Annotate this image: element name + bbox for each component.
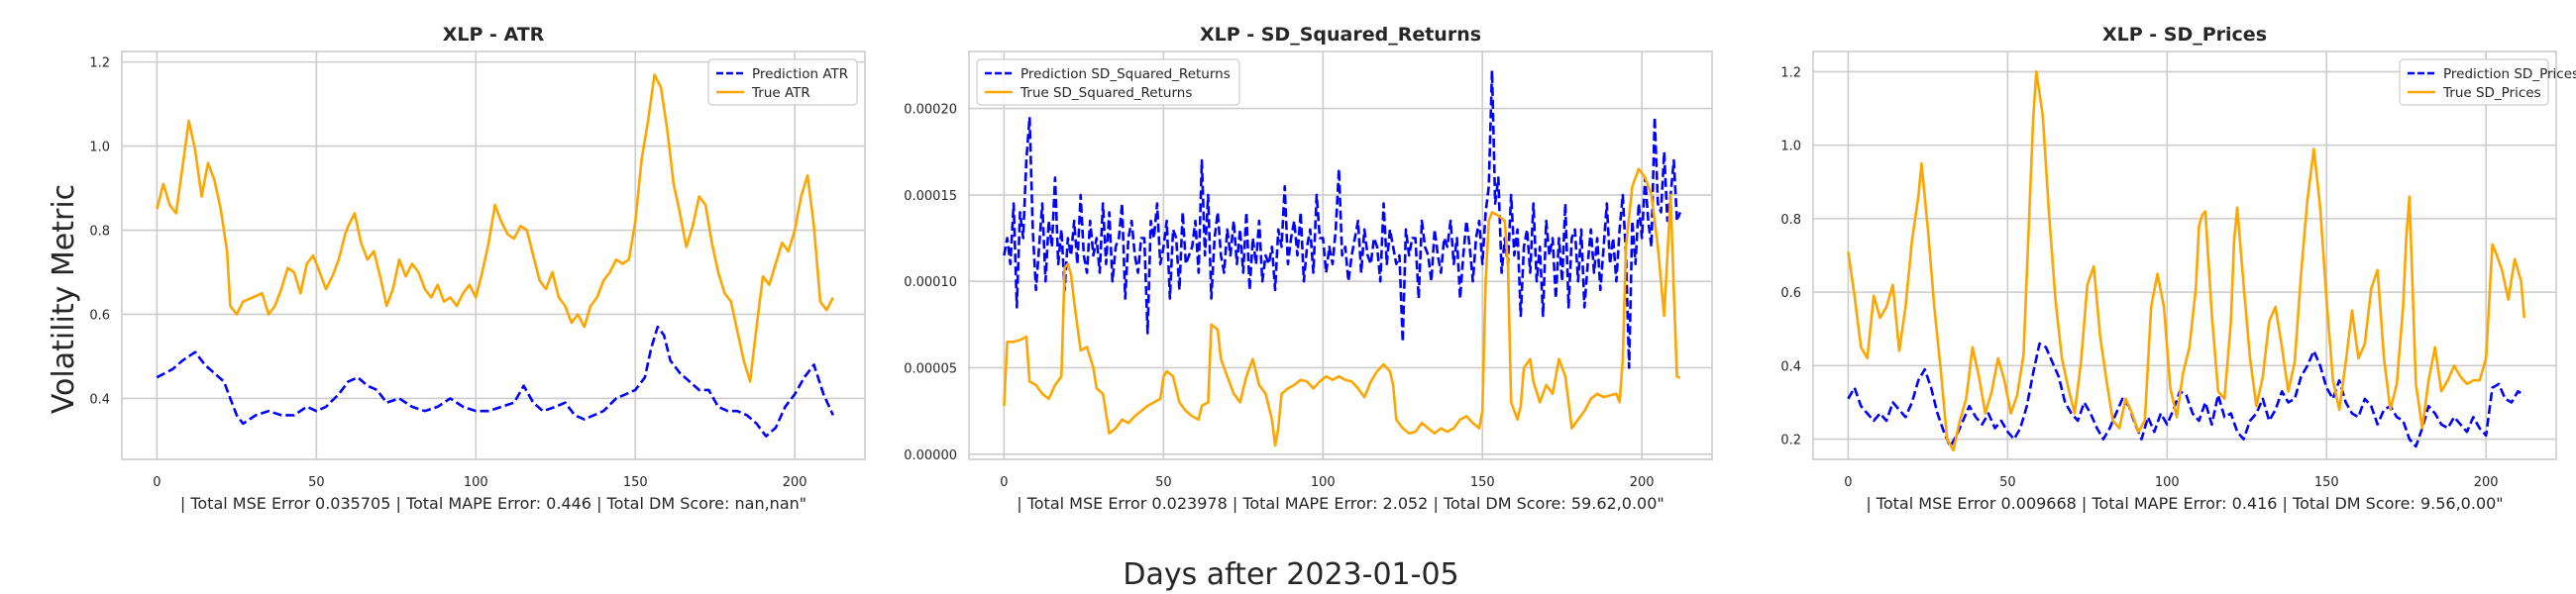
legend: Prediction SD_Squared_Returns True SD_Squ… bbox=[976, 58, 1240, 106]
y-tick-label: 1.0 bbox=[1780, 140, 1801, 154]
legend-label: True ATR bbox=[751, 85, 810, 101]
series-line-true bbox=[1003, 167, 1681, 447]
series-line-true bbox=[1847, 70, 2526, 451]
chart-panel-3: 0 50 100 150 200 0.2 0.4 0.6 0.8 1.0 1.2 XLP - SD_P… bbox=[1780, 24, 2576, 513]
plot-area bbox=[1813, 51, 2556, 459]
plot-area bbox=[122, 51, 865, 459]
legend-box bbox=[2399, 58, 2549, 106]
x-tick-label: 200 bbox=[783, 475, 807, 490]
y-tick-label: 0.2 bbox=[1780, 434, 1801, 448]
y-tick-label: 0.8 bbox=[1780, 213, 1801, 228]
figure-x-label: Days after 2023-01-05 bbox=[1123, 557, 1458, 592]
legend-label: Prediction SD_Prices bbox=[2443, 66, 2576, 82]
y-tick-label: 1.2 bbox=[1780, 65, 1801, 80]
y-tick-label: 0.00005 bbox=[904, 361, 957, 376]
chart-x-label: | Total MSE Error 0.023978 | Total MAPE … bbox=[1017, 494, 1664, 513]
y-tick-label: 0.4 bbox=[89, 392, 110, 407]
x-tick-label: 150 bbox=[623, 475, 648, 490]
figure-y-label: Volatility Metric bbox=[47, 184, 81, 414]
chart-title: XLP - SD_Prices bbox=[2102, 24, 2267, 46]
plot-frame bbox=[1812, 50, 2557, 460]
x-tick-label: 50 bbox=[1155, 475, 1172, 490]
y-tick-label: 0.8 bbox=[89, 225, 110, 240]
legend: Prediction ATR True ATR bbox=[707, 58, 858, 106]
plot-frame bbox=[968, 50, 1713, 460]
x-tick-label: 0 bbox=[1000, 475, 1008, 490]
x-tick-label: 50 bbox=[308, 475, 325, 490]
y-tick-label: 1.2 bbox=[89, 56, 110, 71]
chart-panel-1: 0 50 100 150 200 0.4 0.6 0.8 1.0 1.2 XLP - ATR | To… bbox=[89, 24, 866, 513]
legend-box bbox=[976, 58, 1240, 106]
y-tick-label: 0.00015 bbox=[904, 189, 957, 204]
x-tick-label: 100 bbox=[464, 475, 488, 490]
legend-box bbox=[707, 58, 858, 106]
legend-label: Prediction SD_Squared_Returns bbox=[1020, 66, 1231, 82]
x-tick-label: 150 bbox=[2314, 475, 2339, 490]
chart-title: XLP - ATR bbox=[443, 24, 545, 46]
y-tick-label: 0.00010 bbox=[904, 275, 957, 290]
chart-title: XLP - SD_Squared_Returns bbox=[1200, 24, 1481, 46]
plot-frame bbox=[121, 50, 866, 460]
series-line-prediction bbox=[156, 325, 834, 438]
x-tick-label: 100 bbox=[2155, 475, 2180, 490]
chart-panel-2: 0 50 100 150 200 0.00000 0.00005 0.00010 0.00015… bbox=[904, 24, 1713, 513]
y-tick-label: 0.4 bbox=[1780, 359, 1801, 374]
y-tick-label: 0.00000 bbox=[904, 448, 957, 463]
x-tick-label: 200 bbox=[1630, 475, 1655, 490]
y-tick-label: 0.6 bbox=[89, 308, 110, 323]
legend: Prediction SD_Prices True SD_Prices bbox=[2399, 58, 2576, 106]
legend-label: True SD_Prices bbox=[2442, 85, 2541, 101]
x-tick-label: 50 bbox=[1999, 475, 2016, 490]
y-tick-label: 1.0 bbox=[89, 141, 110, 155]
plot-area bbox=[969, 51, 1712, 459]
chart-x-label: | Total MSE Error 0.009668 | Total MAPE … bbox=[1866, 494, 2503, 513]
series-line-prediction bbox=[1847, 342, 2525, 448]
x-tick-label: 200 bbox=[2474, 475, 2499, 490]
y-tick-label: 0.00020 bbox=[904, 103, 957, 118]
x-tick-label: 0 bbox=[1844, 475, 1852, 490]
x-tick-label: 0 bbox=[153, 475, 161, 490]
series-line-true bbox=[156, 73, 834, 383]
legend-label: Prediction ATR bbox=[752, 66, 848, 82]
x-tick-label: 100 bbox=[1311, 475, 1336, 490]
y-tick-label: 0.6 bbox=[1780, 286, 1801, 301]
series-line-prediction bbox=[1003, 68, 1682, 369]
x-tick-label: 150 bbox=[1470, 475, 1495, 490]
chart-x-label: | Total MSE Error 0.035705 | Total MAPE … bbox=[180, 494, 806, 513]
legend-label: True SD_Squared_Returns bbox=[1020, 85, 1192, 101]
